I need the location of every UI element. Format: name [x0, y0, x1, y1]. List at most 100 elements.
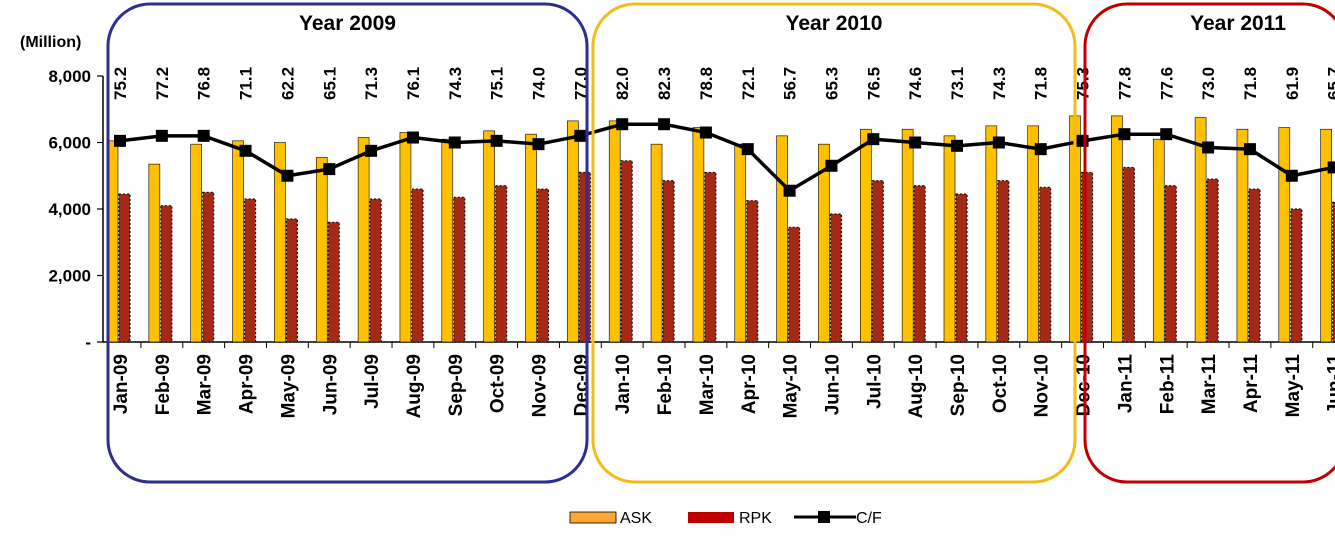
bar-ask: [943, 135, 956, 343]
cf-marker: [114, 134, 126, 147]
legend-swatch-rpk: [688, 512, 734, 523]
bar-ask: [190, 143, 202, 343]
legend-swatch-ask: [569, 511, 617, 524]
cf-marker: [532, 138, 545, 151]
unit-label: (Million): [20, 34, 81, 51]
bar-ask: [692, 127, 705, 343]
x-tick-label: Mar-10: [697, 354, 718, 415]
x-tick-label: Apr-11: [1241, 354, 1262, 414]
bar-rpk: [787, 226, 801, 343]
x-tick-label: May-10: [781, 354, 802, 418]
bar-rpk: [285, 218, 298, 343]
bar-ask: [1194, 117, 1207, 343]
bar-rpk: [369, 198, 382, 343]
legend-item-rpk: RPK: [688, 510, 772, 527]
bar-rpk: [1039, 186, 1052, 343]
bar-rpk: [1206, 178, 1219, 343]
legend-item-ask: ASK: [569, 510, 652, 527]
cf-marker: [951, 139, 963, 152]
x-tick-label: Mar-11: [1199, 354, 1220, 415]
bar-rpk: [871, 180, 884, 343]
cf-data-label: 74.3: [446, 67, 465, 100]
x-tick-label: Aug-09: [404, 354, 425, 418]
bar-rpk: [453, 196, 466, 343]
cf-data-label: 62.2: [278, 67, 297, 100]
axes: - 2,000 4,000 6,000 8,000 Jan-09 Feb-09 Mar-09 A…: [48, 67, 1335, 418]
cf-marker: [1076, 134, 1089, 147]
bar-ask: [1320, 128, 1332, 343]
bar-ask: [901, 128, 914, 343]
y-tick-label: 4,000: [48, 200, 91, 219]
cf-data-label: 77.2: [153, 67, 172, 100]
year-group-box: [106, 2, 589, 484]
cf-marker: [1285, 169, 1298, 182]
x-tick-label: May-11: [1283, 354, 1304, 418]
x-tick-label: Sep-10: [948, 354, 969, 416]
bar-ask: [1278, 127, 1291, 343]
bar-rpk: [495, 185, 508, 343]
bar-ask: [776, 135, 788, 343]
bar-rpk: [662, 180, 675, 343]
bars: [106, 115, 1335, 343]
bar-ask: [232, 140, 244, 343]
x-tick-label: Feb-10: [655, 354, 676, 415]
cf-data-label: 76.1: [404, 67, 423, 100]
cf-marker: [281, 169, 294, 182]
legend-label-cf: C/F: [856, 510, 882, 527]
cf-data-label: 75.3: [1074, 67, 1093, 100]
bar-rpk: [746, 200, 759, 343]
cf-marker: [992, 136, 1005, 149]
cf-marker: [1034, 143, 1047, 156]
bar-ask: [818, 143, 830, 343]
x-tick-label: Oct-09: [488, 354, 509, 413]
cf-marker: [197, 129, 210, 142]
cf-marker: [1202, 141, 1215, 154]
bar-ask: [1111, 115, 1123, 343]
cf-data-label: 77.8: [1115, 67, 1134, 100]
cf-data-label: 74.0: [530, 67, 549, 100]
cf-data-label: 75.1: [488, 67, 507, 100]
cf-marker: [909, 136, 922, 149]
cf-marker: [1243, 143, 1256, 156]
bar-rpk: [160, 205, 173, 343]
x-tick-label: Nov-10: [1032, 354, 1053, 417]
bar-rpk: [1080, 171, 1094, 343]
year-group-box: [591, 2, 1077, 484]
bar-rpk: [1332, 201, 1335, 343]
cf-marker: [867, 133, 880, 146]
y-tick-label: -: [85, 333, 91, 352]
y-tick-label: 2,000: [48, 267, 91, 286]
x-tick-label: Feb-09: [153, 354, 174, 415]
cf-data-label: 71.8: [1241, 67, 1260, 100]
x-tick-label: Jul-10: [864, 354, 885, 409]
x-tick-label: Jan-09: [111, 354, 132, 414]
bar-rpk: [997, 180, 1010, 343]
cf-data-label: 65.3: [822, 67, 841, 100]
bar-ask: [274, 142, 286, 343]
year-group-label: Year 2010: [786, 12, 883, 35]
year-groups: Year 2009 Year 2010 Year 2011: [106, 2, 1335, 484]
bar-ask: [441, 138, 454, 343]
bar-ask: [1027, 125, 1039, 343]
x-tick-label: Mar-09: [195, 354, 216, 415]
x-tick-label: Jun-11: [1325, 354, 1335, 415]
bar-ask: [608, 120, 621, 343]
cf-data-label: 77.6: [1157, 67, 1176, 100]
cf-data-label: 82.3: [655, 67, 674, 100]
cf-data-label: 73.0: [1199, 67, 1218, 100]
cf-marker: [1118, 128, 1131, 141]
year-group-label: Year 2009: [299, 12, 396, 35]
cf-line-path: [119, 122, 1335, 193]
bar-ask: [1236, 128, 1249, 343]
cf-marker: [783, 184, 796, 197]
bar-rpk: [578, 171, 591, 343]
cf-data-label: 76.5: [864, 67, 883, 100]
x-tick-label: Feb-11: [1157, 354, 1178, 415]
x-tick-label: Sep-09: [446, 354, 467, 416]
bar-rpk: [955, 193, 968, 343]
bar-ask: [985, 125, 998, 343]
cf-marker: [1160, 128, 1173, 141]
data-labels: 75.2 77.2 76.8 71.1 62.2 65.1 71.3 76.1 74.3 75.1…: [111, 67, 1335, 100]
cf-marker: [699, 126, 712, 139]
x-tick-label: Jan-11: [1115, 354, 1136, 414]
